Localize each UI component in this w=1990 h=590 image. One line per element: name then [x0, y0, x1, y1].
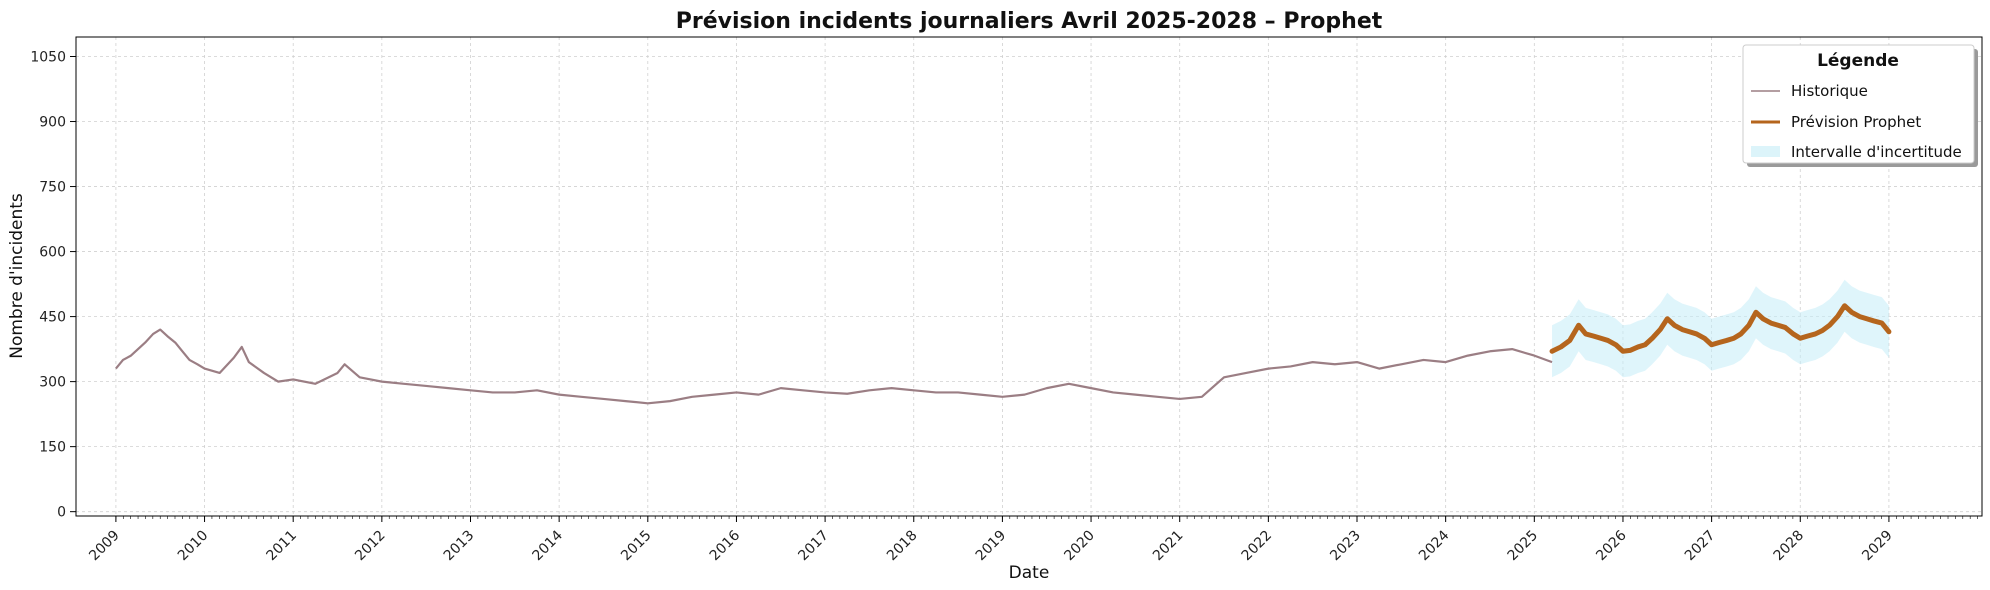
y-axis: 0 150 300 450 600 750 900 1050: [30, 50, 76, 521]
y-axis-label: Nombre d'incidents: [7, 193, 27, 359]
x-tick-label: 2024: [1416, 527, 1453, 564]
x-tick-label: 2015: [618, 528, 655, 565]
legend-entry-prevision: Prévision Prophet: [1791, 113, 1921, 131]
grid-lines: [76, 37, 1982, 516]
uncertainty-band: [1552, 279, 1889, 378]
plot-frame: [75, 36, 1983, 517]
y-tick-label: 0: [57, 505, 66, 521]
x-tick-label: 2016: [707, 527, 744, 564]
x-tick-label: 2017: [795, 528, 832, 565]
y-tick-label: 300: [39, 375, 66, 391]
x-tick-label: 2028: [1771, 528, 1808, 565]
x-tick-label: 2011: [264, 528, 301, 565]
x-tick-label: 2010: [175, 528, 212, 565]
x-tick-label: 2021: [1150, 528, 1187, 565]
x-axis-label: Date: [1009, 563, 1050, 583]
series-prevision-prophet: [1549, 303, 1892, 354]
x-tick-label: 2013: [441, 528, 478, 565]
x-tick-label: 2019: [973, 528, 1010, 565]
x-tick-label: 2023: [1327, 528, 1364, 565]
x-tick-label: 2025: [1505, 528, 1542, 565]
x-tick-label: 2014: [529, 527, 566, 564]
x-tick-label: 2012: [352, 528, 389, 565]
chart-title: Prévision incidents journaliers Avril 20…: [676, 9, 1383, 34]
legend: Légende Historique Prévision Prophet Int…: [1742, 44, 1978, 167]
y-tick-label: 150: [39, 440, 66, 456]
y-tick-label: 450: [39, 310, 66, 326]
legend-swatch-intervalle: [1751, 146, 1780, 157]
legend-entry-historique: Historique: [1791, 82, 1868, 100]
x-tick-label: 2027: [1682, 528, 1719, 565]
x-tick-label: 2026: [1593, 527, 1630, 564]
x-axis: 2009 2010 2011 2012 2013 2014 2015 2016 2017 2018…: [86, 516, 1978, 565]
legend-box: [1742, 44, 1975, 164]
x-tick-label: 2009: [86, 528, 123, 565]
y-tick-label: 750: [39, 180, 66, 196]
y-tick-label: 600: [39, 245, 66, 261]
legend-title: Légende: [1817, 51, 1899, 71]
legend-entry-intervalle: Intervalle d'incertitude: [1791, 143, 1962, 161]
y-tick-label: 1050: [30, 50, 66, 66]
x-tick-label: 2022: [1239, 528, 1276, 565]
series-layer: [115, 303, 1892, 405]
uncertainty-band-area: [1552, 279, 1889, 378]
x-tick-label: 2029: [1859, 528, 1896, 565]
series-historique: [115, 328, 1553, 405]
x-tick-label: 2018: [884, 528, 921, 565]
x-tick-label: 2020: [1061, 528, 1098, 565]
y-tick-label: 900: [39, 115, 66, 131]
